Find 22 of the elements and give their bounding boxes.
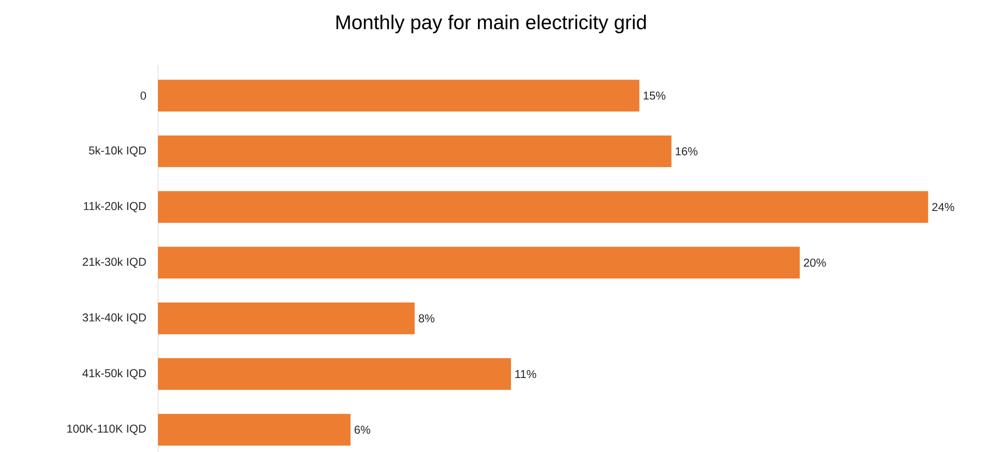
bar xyxy=(158,191,928,223)
data-label: 24% xyxy=(932,202,954,212)
bar xyxy=(158,302,415,334)
y-tick-label: 5k-10k IQD xyxy=(88,146,146,157)
data-label: 6% xyxy=(354,426,370,434)
bar xyxy=(158,135,672,168)
data-label: 8% xyxy=(418,314,434,322)
chart-title: Monthly pay for main electricity grid xyxy=(336,14,646,34)
y-tick-label: 31k-40k IQD xyxy=(82,313,146,324)
data-label: 15% xyxy=(644,92,666,100)
bar xyxy=(158,358,511,390)
y-tick-label: 11k-20k IQD xyxy=(84,202,146,212)
bar xyxy=(158,246,800,279)
data-label: 16% xyxy=(676,147,698,156)
y-tick-label: 21k-30k IQD xyxy=(82,257,146,268)
y-tick-label: 100K-110K IQD xyxy=(67,424,146,435)
bar xyxy=(158,80,640,112)
y-tick-label: 0 xyxy=(140,92,146,100)
y-tick-label: 41k-50k IQD xyxy=(82,368,146,380)
data-label: 20% xyxy=(804,258,826,267)
data-label: 11% xyxy=(515,370,536,378)
bar xyxy=(158,414,351,446)
